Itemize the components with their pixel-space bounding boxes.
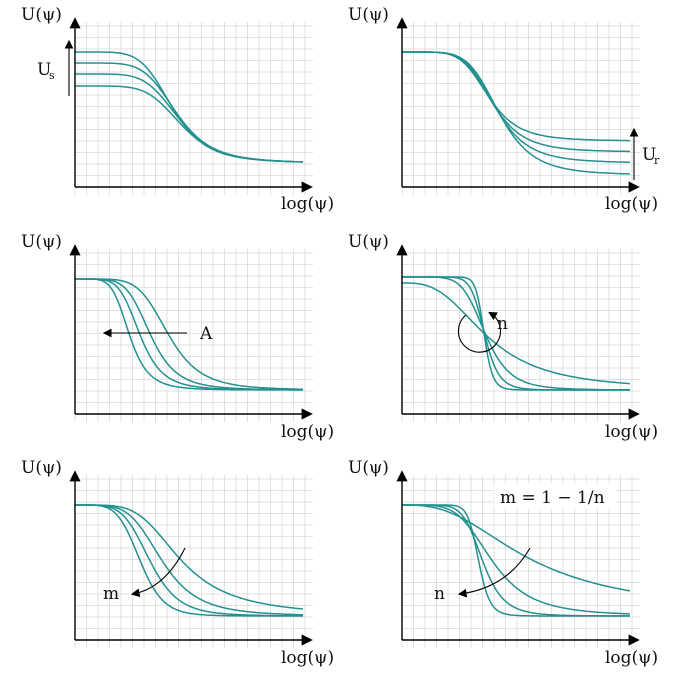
panel-5-annotation: m — [103, 584, 119, 604]
panel-2-annotation: U — [642, 145, 656, 165]
panel-5-curve-2 — [75, 504, 303, 616]
panel-6-formula: m = 1 − 1/n — [500, 488, 605, 508]
panel-3: U(ψ) log(ψ) A — [21, 232, 334, 442]
panel-2: U(ψ) log(ψ) U r — [348, 5, 660, 214]
panel-4: U(ψ) log(ψ) n — [348, 232, 658, 442]
panel-1-curve-4 — [75, 85, 303, 163]
panel-6-curve-1 — [402, 504, 631, 592]
panel-4-curve-4 — [402, 282, 631, 385]
panel-5-y-label: U(ψ) — [21, 458, 62, 478]
panel-3-grid — [74, 249, 313, 422]
panel-5-curves — [75, 504, 304, 617]
panel-4-curve-3 — [402, 276, 630, 391]
panel-1-curves — [75, 51, 304, 163]
panel-3-x-label: log(ψ) — [281, 422, 334, 442]
panel-4-y-label: U(ψ) — [348, 232, 389, 252]
panel-1: U(ψ) log(ψ) U s — [21, 5, 334, 214]
panel-2-curve-4 — [402, 51, 630, 175]
panel-1-x-label: log(ψ) — [281, 194, 334, 214]
panel-4-curves — [402, 276, 631, 391]
panel-5-x-label: log(ψ) — [281, 648, 334, 668]
panel-3-curves — [75, 278, 304, 391]
panel-1-grid — [74, 22, 313, 195]
panel-5-curve-4 — [75, 504, 303, 617]
panel-6-curves — [402, 504, 631, 617]
panel-2-y-label: U(ψ) — [348, 5, 389, 25]
panel-2-grid — [401, 22, 640, 195]
panel-3-curve-4 — [75, 278, 303, 391]
panel-5-m-arrow — [130, 547, 186, 598]
panel-5: U(ψ) log(ψ) m — [21, 458, 334, 668]
panel-1-annotation: U — [37, 60, 51, 80]
panel-6-x-label: log(ψ) — [605, 648, 658, 668]
panel-4-rotation-arrow — [457, 311, 501, 353]
panel-3-curve-1 — [75, 278, 303, 390]
panel-6-annotation: n — [434, 584, 445, 604]
panel-2-curves — [402, 51, 630, 175]
panel-2-annotation-sub: r — [654, 154, 660, 167]
panel-6-y-label: U(ψ) — [348, 458, 389, 478]
panel-4-annotation: n — [497, 314, 508, 334]
panel-6-curve-4 — [402, 504, 630, 617]
panel-5-grid — [74, 475, 313, 648]
panel-2-x-label: log(ψ) — [605, 194, 658, 214]
panel-4-x-label: log(ψ) — [605, 422, 658, 442]
panel-6-formula-bg — [494, 483, 616, 509]
panel-3-annotation: A — [199, 324, 213, 344]
panel-4-grid — [401, 249, 640, 422]
panel-6-curve-2 — [402, 504, 631, 615]
panel-5-curve-1 — [75, 504, 304, 610]
panel-3-y-label: U(ψ) — [21, 232, 62, 252]
panel-6-n-arrow — [457, 547, 531, 598]
panel-1-y-label: U(ψ) — [21, 5, 62, 25]
panel-1-annotation-sub: s — [49, 69, 55, 82]
panel-6: U(ψ) log(ψ) m = 1 − 1/n n — [348, 458, 658, 668]
